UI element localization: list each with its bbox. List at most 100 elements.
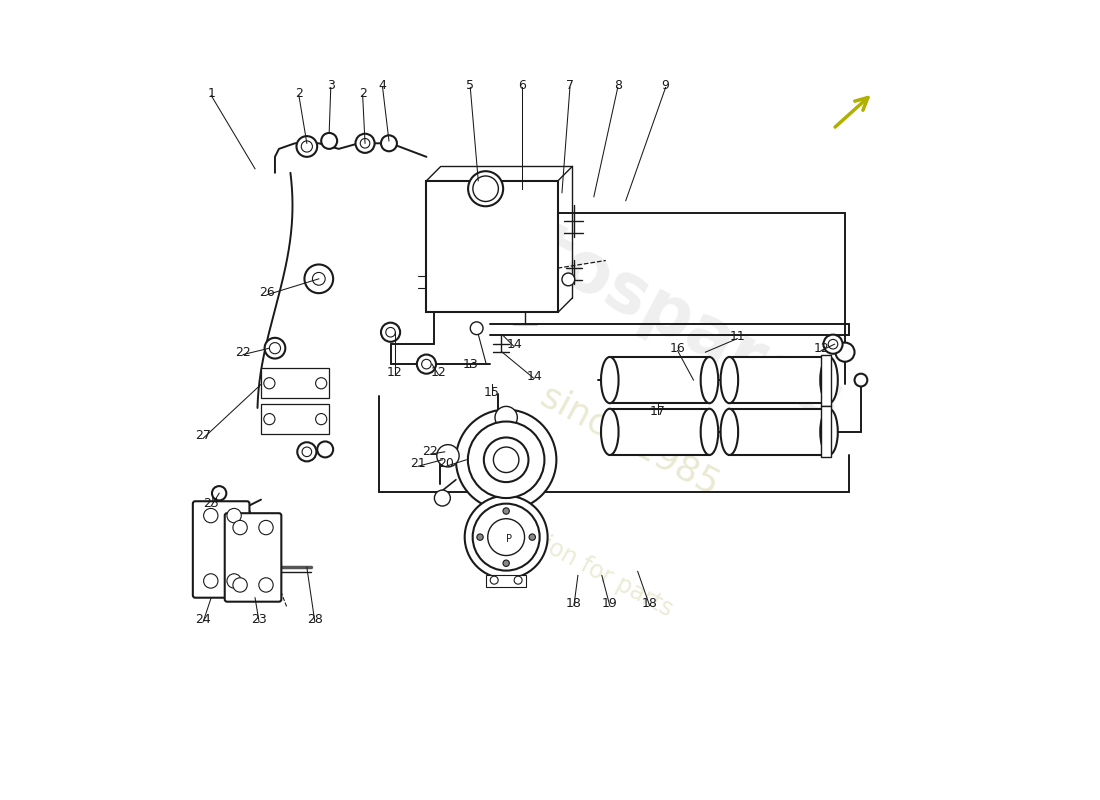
- Text: 5: 5: [466, 78, 474, 91]
- Ellipse shape: [720, 409, 738, 455]
- Circle shape: [321, 133, 337, 149]
- Text: 12: 12: [387, 366, 403, 378]
- Circle shape: [421, 359, 431, 369]
- Text: 18: 18: [641, 597, 658, 610]
- Circle shape: [264, 378, 275, 389]
- Text: 1: 1: [207, 86, 216, 99]
- Text: 14: 14: [506, 338, 522, 350]
- Text: 20: 20: [439, 458, 454, 470]
- Text: 11: 11: [729, 330, 745, 342]
- Ellipse shape: [701, 357, 718, 403]
- Text: 7: 7: [565, 78, 574, 91]
- Text: 23: 23: [251, 613, 267, 626]
- Circle shape: [469, 171, 503, 206]
- Circle shape: [487, 518, 525, 555]
- Circle shape: [835, 342, 855, 362]
- Text: 4: 4: [378, 78, 386, 91]
- Circle shape: [417, 354, 436, 374]
- Circle shape: [227, 509, 241, 522]
- Circle shape: [855, 374, 867, 386]
- Circle shape: [227, 574, 241, 588]
- Circle shape: [204, 574, 218, 588]
- Text: 15: 15: [484, 386, 499, 398]
- FancyBboxPatch shape: [821, 354, 830, 406]
- Circle shape: [484, 438, 528, 482]
- Circle shape: [212, 486, 227, 501]
- Circle shape: [491, 576, 498, 584]
- Text: 8: 8: [614, 78, 622, 91]
- Circle shape: [514, 576, 522, 584]
- FancyBboxPatch shape: [262, 368, 329, 398]
- Text: since 1985: since 1985: [535, 378, 725, 501]
- Ellipse shape: [720, 357, 738, 403]
- Circle shape: [473, 176, 498, 202]
- Text: 12: 12: [430, 366, 447, 378]
- Circle shape: [828, 339, 838, 349]
- FancyBboxPatch shape: [821, 406, 830, 458]
- Text: 28: 28: [307, 613, 322, 626]
- Circle shape: [264, 414, 275, 425]
- Circle shape: [312, 273, 326, 285]
- Text: 21: 21: [410, 458, 427, 470]
- Circle shape: [455, 410, 557, 510]
- Circle shape: [824, 334, 843, 354]
- Text: a passion for parts: a passion for parts: [471, 497, 676, 622]
- Text: 6: 6: [518, 78, 526, 91]
- FancyBboxPatch shape: [729, 409, 829, 455]
- Circle shape: [317, 442, 333, 458]
- Text: 2: 2: [359, 86, 366, 99]
- Text: 16: 16: [670, 342, 685, 354]
- Circle shape: [302, 447, 311, 457]
- Circle shape: [316, 414, 327, 425]
- Circle shape: [361, 138, 370, 148]
- Text: 2: 2: [295, 86, 302, 99]
- Circle shape: [434, 490, 450, 506]
- Text: P: P: [506, 534, 512, 544]
- Circle shape: [204, 509, 218, 522]
- Text: 22: 22: [235, 346, 251, 358]
- Ellipse shape: [821, 357, 838, 403]
- Text: 24: 24: [196, 613, 211, 626]
- Circle shape: [355, 134, 375, 153]
- Circle shape: [258, 578, 273, 592]
- Circle shape: [494, 447, 519, 473]
- Circle shape: [301, 141, 312, 152]
- Text: 25: 25: [204, 497, 219, 510]
- FancyBboxPatch shape: [729, 357, 829, 403]
- Circle shape: [473, 504, 540, 570]
- Text: 26: 26: [260, 286, 275, 299]
- Circle shape: [529, 534, 536, 540]
- Ellipse shape: [601, 357, 618, 403]
- Circle shape: [305, 265, 333, 293]
- FancyBboxPatch shape: [609, 357, 710, 403]
- Circle shape: [464, 496, 548, 578]
- Circle shape: [297, 442, 317, 462]
- Circle shape: [381, 322, 400, 342]
- FancyBboxPatch shape: [262, 404, 329, 434]
- Circle shape: [471, 322, 483, 334]
- FancyBboxPatch shape: [224, 514, 282, 602]
- Circle shape: [381, 135, 397, 151]
- Text: 18: 18: [566, 597, 582, 610]
- Circle shape: [495, 406, 517, 429]
- Circle shape: [316, 378, 327, 389]
- Circle shape: [270, 342, 280, 354]
- FancyBboxPatch shape: [609, 409, 710, 455]
- Circle shape: [233, 520, 248, 534]
- Circle shape: [386, 327, 395, 337]
- Text: 19: 19: [602, 597, 618, 610]
- Text: 13: 13: [462, 358, 478, 370]
- Circle shape: [265, 338, 285, 358]
- Text: 14: 14: [526, 370, 542, 382]
- FancyBboxPatch shape: [427, 181, 558, 312]
- Circle shape: [468, 422, 544, 498]
- Circle shape: [503, 560, 509, 566]
- Text: 12: 12: [813, 342, 829, 354]
- Circle shape: [258, 520, 273, 534]
- Text: 27: 27: [196, 430, 211, 442]
- Text: autospares: autospares: [437, 172, 855, 437]
- FancyBboxPatch shape: [192, 502, 250, 598]
- Circle shape: [476, 534, 483, 540]
- Text: 17: 17: [650, 406, 666, 418]
- Text: 3: 3: [327, 78, 334, 91]
